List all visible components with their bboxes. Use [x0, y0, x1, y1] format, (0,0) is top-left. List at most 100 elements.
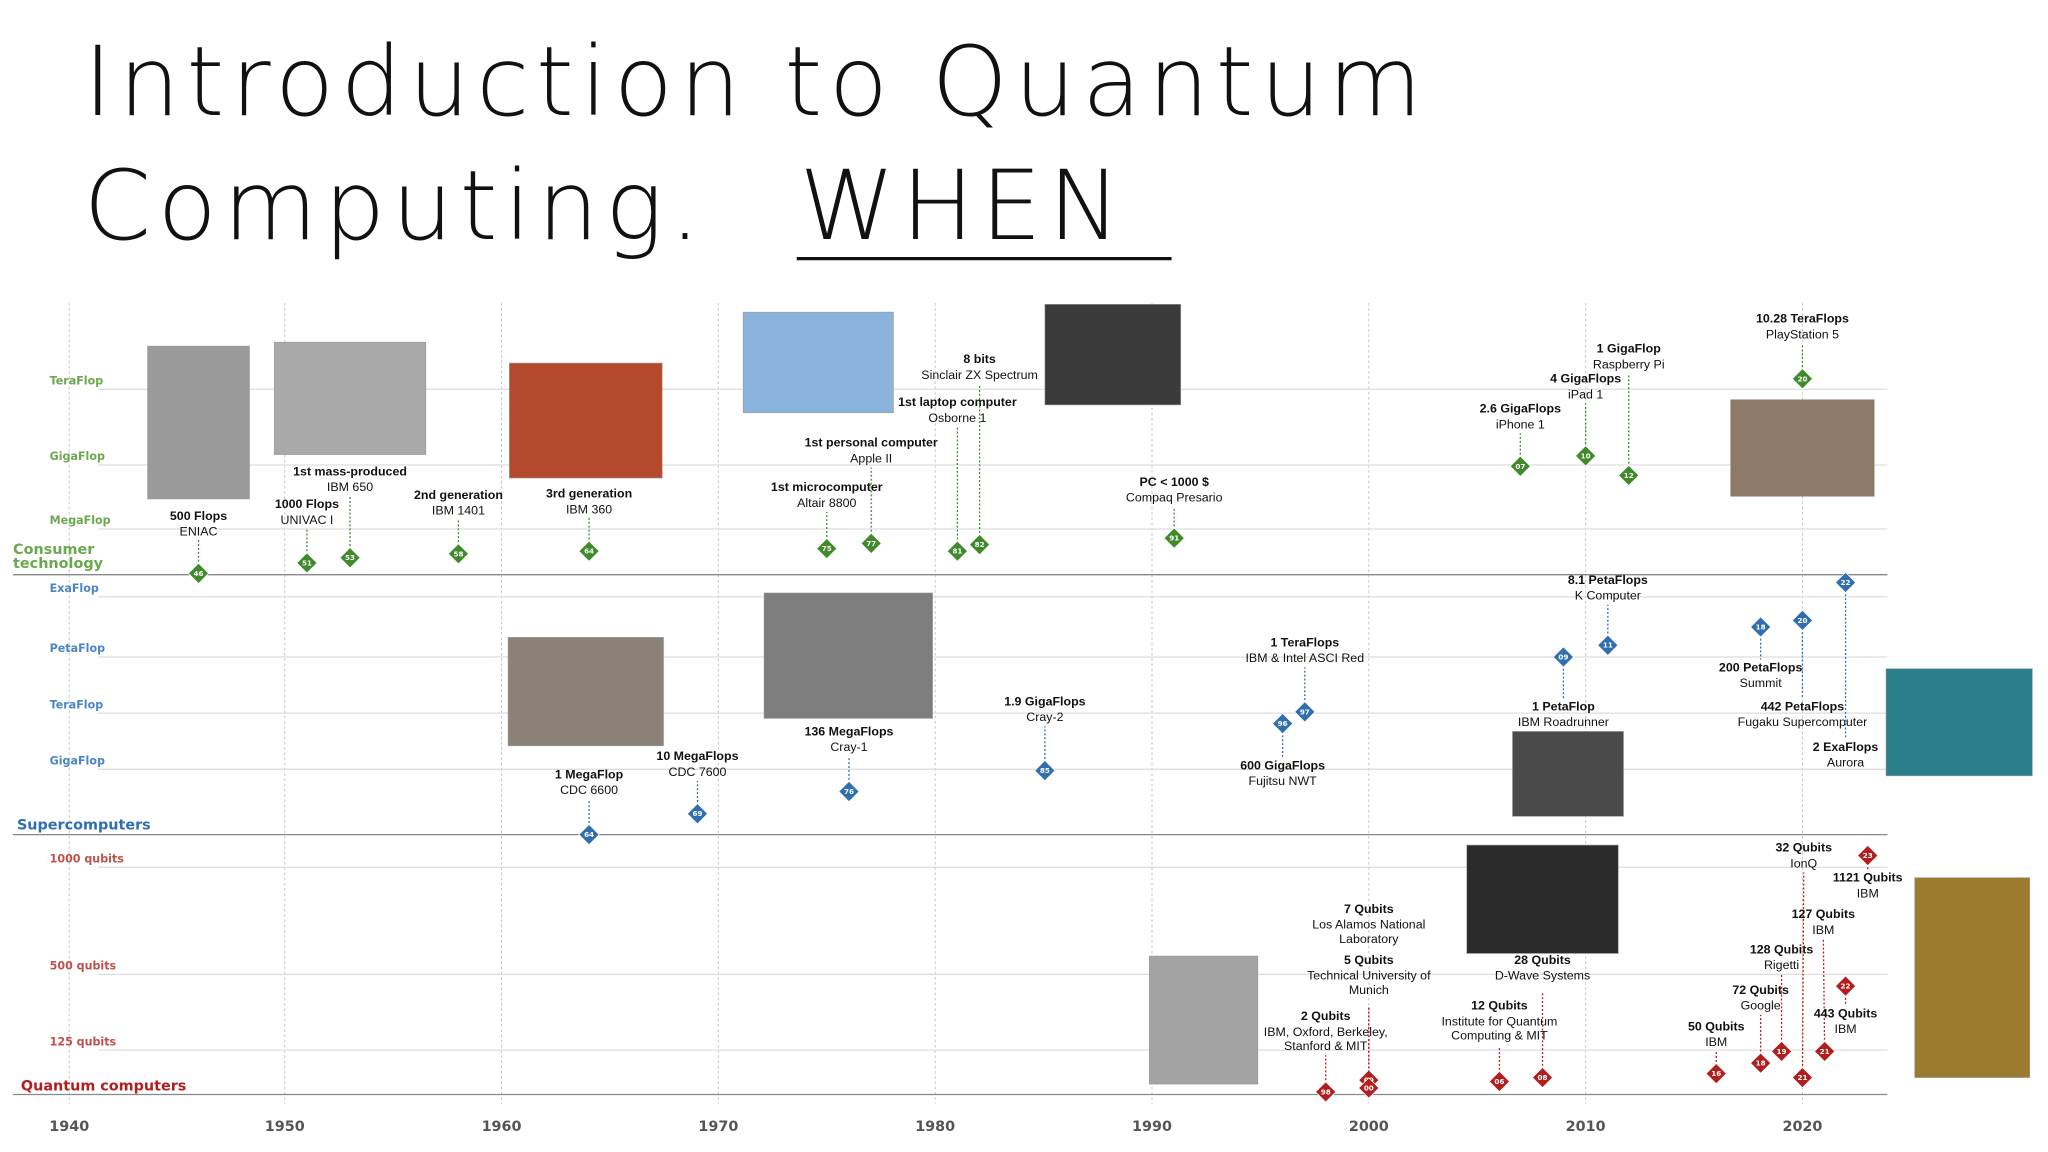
event-diamond — [578, 823, 600, 846]
lane-label-text: Consumer technology — [13, 542, 103, 573]
event-subtitle: Compaq Presario — [1125, 490, 1223, 505]
event-title: 2 Qubits — [1300, 1009, 1351, 1024]
year-label: 1940 — [49, 1119, 89, 1135]
event-text: PC < 1000 $ Compaq Presario — [1076, 475, 1272, 505]
title-line: Introduction to Quantum — [84, 25, 1429, 138]
event-subtitle: Apple II — [850, 451, 893, 466]
event-subtitle: IBM, Oxford, Berkeley, Stanford & MIT — [1263, 1024, 1388, 1055]
level-label: ExaFlop — [50, 582, 99, 595]
event-diamond — [1552, 646, 1575, 668]
event-subtitle: Altair 8800 — [797, 495, 857, 511]
lane-label: Supercomputers — [17, 817, 151, 833]
photo — [509, 362, 663, 479]
event-text: 1 PetaFlop IBM Roadrunner — [1465, 700, 1661, 730]
title-line: Computing. — [84, 149, 707, 262]
event-year: 20 — [1797, 374, 1807, 383]
connector — [1801, 872, 1805, 1078]
event-subtitle: IBM — [1834, 1022, 1857, 1037]
event-year: 00 — [1364, 1084, 1374, 1093]
event-year: 53 — [345, 553, 355, 562]
event-subtitle: K Computer — [1574, 588, 1641, 603]
event-title: 136 MegaFlops — [804, 724, 894, 740]
event-subtitle: ENIAC — [179, 524, 218, 539]
event-year: 75 — [822, 544, 832, 553]
event-diamond — [1749, 616, 1772, 638]
event-title: 1.9 GigaFlops — [1004, 694, 1086, 710]
level-label: TeraFlop — [50, 698, 104, 711]
event-year: 18 — [1756, 1059, 1766, 1068]
event-title: 28 Qubits — [1514, 953, 1571, 968]
event-diamond — [1315, 1081, 1337, 1103]
photo — [1149, 955, 1259, 1085]
event-year: 06 — [1494, 1077, 1504, 1086]
event-text: 1 TeraFlops IBM & Intel ASCI Red — [1207, 636, 1403, 666]
event-year: 10 — [1581, 451, 1591, 460]
event-title: 10 MegaFlops — [656, 749, 739, 765]
event-year: 96 — [1278, 719, 1288, 728]
event-subtitle: Sinclair ZX Spectrum — [921, 367, 1038, 383]
event-text: 500 Flops ENIAC — [101, 509, 297, 539]
event-subtitle: IBM 360 — [565, 502, 613, 517]
event-diamond — [1749, 1052, 1772, 1074]
event-diamond — [339, 547, 361, 569]
event-subtitle: Summit — [1739, 675, 1782, 691]
event-diamond — [1770, 1040, 1793, 1063]
photo — [742, 311, 894, 414]
event-subtitle: Technical University of Munich — [1307, 968, 1431, 998]
event-subtitle: Aurora — [1826, 755, 1865, 770]
event-subtitle: Los Alamos National Laboratory — [1312, 917, 1426, 947]
photo — [1885, 668, 2033, 777]
event-text: 8.1 PetaFlops K Computer — [1510, 573, 1706, 603]
photo — [147, 345, 250, 500]
event-subtitle: IonQ — [1790, 856, 1818, 871]
event-diamond — [1705, 1062, 1727, 1085]
level-label: 1000 qubits — [50, 852, 125, 865]
event-subtitle: iPad 1 — [1568, 387, 1604, 402]
event-text: 5 Qubits Technical University of Munich — [1298, 953, 1439, 998]
event-text: 10.28 TeraFlops PlayStation 5 — [1704, 312, 1900, 342]
event-diamond — [296, 552, 318, 574]
event-text: 32 Qubits IonQ — [1733, 841, 1874, 871]
event-subtitle: IBM Roadrunner — [1517, 715, 1609, 730]
event-text: 600 GigaFlops Fujitsu NWT — [1185, 759, 1381, 789]
year-label: 2020 — [1782, 1119, 1822, 1135]
level-label: PetaFlop — [50, 642, 105, 655]
event-subtitle: iPhone 1 — [1495, 417, 1545, 432]
event-title: 2.6 GigaFlops — [1479, 402, 1561, 417]
event-title: 1st personal computer — [804, 436, 938, 451]
event-subtitle: IBM — [1856, 886, 1879, 901]
event-year: 16 — [1711, 1069, 1721, 1078]
connector — [1822, 939, 1826, 1052]
event-subtitle: IBM & Intel ASCI Red — [1245, 651, 1365, 666]
event-text: 2nd generation IBM 1401 — [360, 488, 556, 518]
event-year: 12 — [1624, 471, 1634, 480]
event-diamond — [1791, 1066, 1814, 1089]
level-label: 125 qubits — [50, 1035, 117, 1048]
event-text: 28 Qubits D-Wave Systems — [1472, 953, 1613, 983]
event-year: 64 — [584, 547, 594, 556]
event-text: 3rd generation IBM 360 — [491, 487, 687, 517]
event-text: 1 MegaFlop CDC 6600 — [491, 768, 687, 798]
event-subtitle: Cray-1 — [830, 739, 868, 755]
event-title: 200 PetaFlops — [1718, 660, 1803, 676]
event-text: 1 GigaFlop Raspberry Pi — [1531, 342, 1727, 372]
event-year: 22 — [1841, 982, 1851, 991]
event-year: 18 — [1756, 622, 1766, 631]
event-diamond — [1294, 701, 1316, 723]
event-subtitle: D-Wave Systems — [1494, 968, 1591, 983]
